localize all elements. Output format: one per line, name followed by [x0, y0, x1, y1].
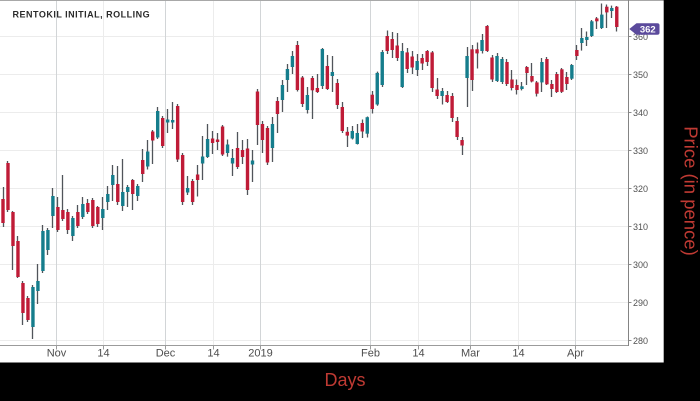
svg-text:14: 14	[97, 348, 109, 360]
svg-text:14: 14	[412, 348, 424, 360]
svg-text:290: 290	[633, 298, 648, 308]
svg-text:14: 14	[207, 348, 219, 360]
svg-text:14: 14	[512, 348, 524, 360]
svg-text:280: 280	[633, 336, 648, 346]
svg-text:2019: 2019	[248, 348, 272, 360]
svg-text:300: 300	[633, 260, 648, 270]
svg-text:362: 362	[640, 24, 656, 35]
svg-text:RENTOKIL INITIAL, ROLLING: RENTOKIL INITIAL, ROLLING	[13, 9, 151, 19]
svg-text:Mar: Mar	[461, 348, 480, 360]
svg-text:310: 310	[633, 222, 648, 232]
svg-text:360: 360	[633, 32, 648, 42]
svg-text:320: 320	[633, 184, 648, 194]
svg-text:Days: Days	[324, 370, 365, 390]
svg-text:Nov: Nov	[47, 348, 67, 360]
svg-text:330: 330	[633, 146, 648, 156]
svg-text:340: 340	[633, 108, 648, 118]
svg-text:Dec: Dec	[156, 348, 176, 360]
svg-text:Apr: Apr	[567, 348, 584, 360]
svg-text:Feb: Feb	[361, 348, 380, 360]
svg-text:Price (in pence): Price (in pence)	[681, 126, 700, 256]
svg-text:350: 350	[633, 70, 648, 80]
